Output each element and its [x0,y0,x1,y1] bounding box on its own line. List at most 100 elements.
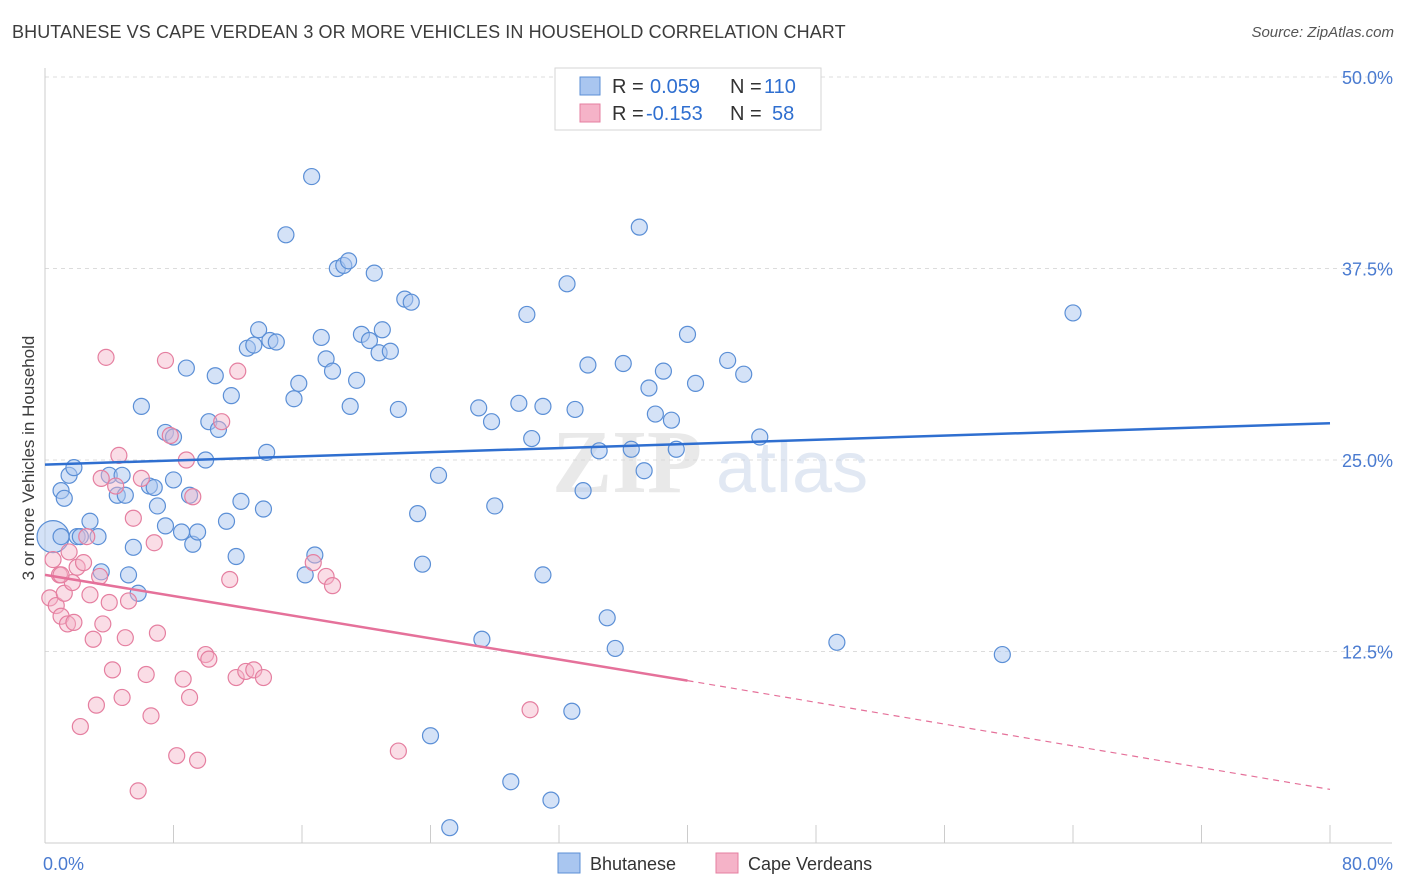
y-tick-label-0: 12.5% [1342,643,1393,663]
bhutanese-point [113,466,131,484]
bhutanese-point [486,497,504,515]
cape-verdean-point [304,554,322,572]
bhutanese-point [206,367,224,385]
cape-verdean-point [113,688,131,707]
bottom-swatch-bhutanese [557,852,581,874]
cape-verdean-point [188,751,207,769]
bhutanese-point [145,478,163,497]
y-tick-label-3: 50.0% [1342,68,1393,88]
bhutanese-point [81,512,99,530]
cape-verdean-point [65,613,83,631]
bhutanese-point [290,374,308,392]
cape-verdean-point [180,688,199,707]
bhutanese-point [518,305,536,324]
bhutanese-point [614,354,632,373]
bhutanese-trend-line [44,421,1331,466]
bhutanese-point [523,429,541,448]
bhutanese-point [402,293,420,311]
bhutanese-point [534,566,552,584]
bhutanese-point [348,371,366,389]
cape-verdean-point [78,527,96,546]
bhutanese-point [303,167,321,186]
cape-verdean-point [94,615,112,633]
bhutanese-point [993,645,1011,664]
cape-verdean-point [323,577,342,595]
bhutanese-point [566,400,584,419]
x-tick-label-max: 80.0% [1342,854,1393,874]
chart-title: BHUTANESE VS CAPE VERDEAN 3 OR MORE VEHI… [12,22,846,42]
cape-verdean-point [227,668,245,687]
cape-verdean-point [317,567,335,586]
bhutanese-point [662,411,681,429]
bhutanese-point [622,440,640,458]
correlation-legend: R = 0.059 N = 110 R = -0.153 N = 58 [554,67,822,131]
bhutanese-point [470,399,488,417]
bhutanese-point [164,471,183,489]
bhutanese-point [606,639,624,658]
bhutanese-point [558,275,576,293]
cape-verdean-point [197,645,215,664]
cape-verdean-point [132,469,150,487]
bhutanese-point [365,264,383,282]
bhutanese-point [534,397,552,415]
grid-lines [45,76,1392,652]
bhutanese-point [441,819,459,837]
cape-verdean-point [156,351,175,370]
bhutanese-point [360,331,379,350]
cape-verdean-point [74,554,93,572]
cape-verdean-trend-line [44,573,688,682]
bhutanese-point [222,387,240,405]
bhutanese-point [635,462,653,480]
legend-swatch-cape [579,103,601,123]
legend-n-label-2: N = [730,103,762,125]
bhutanese-point [132,397,150,415]
series-legend: Bhutanese Cape Verdeans [557,852,872,874]
cape-verdean-point [52,566,70,584]
bhutanese-point [735,365,753,383]
legend-r-label-1: R = [612,76,644,98]
tick-labels: 12.5% 25.0% 37.5% 50.0% 0.0% 80.0% [43,68,1393,874]
y-tick-label-1: 25.0% [1342,451,1393,471]
bhutanese-point [574,482,592,500]
source-label: Source: ZipAtlas.com [1251,24,1394,41]
bhutanese-point [250,321,268,339]
bottom-swatch-cape [715,852,739,874]
cape-verdean-point [71,717,89,736]
bhutanese-point [245,336,263,354]
bhutanese-point [389,400,407,419]
bhutanese-point [640,379,658,397]
bhutanese-point [502,773,520,791]
bhutanese-point [267,333,285,351]
bhutanese-point [285,390,303,408]
bhutanese-point [341,397,359,415]
cape-verdean-point [103,661,122,679]
watermark-zip: ZIP [552,413,702,512]
axes [44,68,1392,844]
bhutanese-point [828,633,846,651]
x-tick-label-min: 0.0% [43,854,84,874]
bhutanese-point [1064,304,1082,322]
cape-verdean-point [81,586,99,604]
bhutanese-point [339,252,358,270]
bhutanese-point [381,342,399,360]
cape-verdean-point [142,707,160,725]
cape-verdean-point [254,668,273,687]
bhutanese-point [542,791,560,809]
bhutanese-point [277,226,295,244]
bhutanese-point [55,489,73,507]
watermark: ZIP atlas [552,413,868,512]
cape-verdean-point [47,596,65,615]
bhutanese-point [719,351,737,370]
bhutanese-point [563,702,581,720]
bhutanese-point [646,405,664,423]
cape-verdean-point [213,413,231,431]
cape-verdean-point [60,543,78,561]
cape-verdean-point [58,615,77,633]
bhutanese-point [323,362,342,380]
bhutanese-point [296,566,314,584]
bottom-legend-bhutanese: Bhutanese [590,854,676,874]
cape-verdean-point [44,550,62,569]
bhutanese-point [579,356,597,374]
bhutanese-point [630,218,648,236]
cape-verdean-point [168,747,186,765]
